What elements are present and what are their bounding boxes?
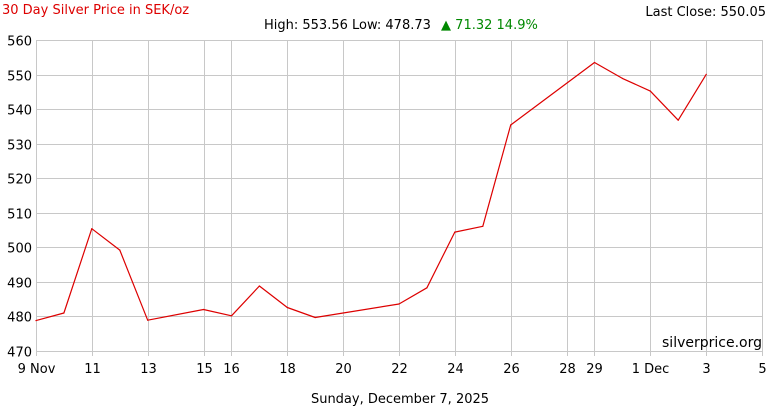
y-tick-label: 480 xyxy=(7,311,32,326)
data-point-10 xyxy=(398,303,400,305)
x-axis-ticks: 9 Nov 11 13 15 16 18 20 22 24 26 28 29 1 Dec 3 5 xyxy=(18,362,767,377)
data-point-6 xyxy=(230,315,233,317)
chart-grid xyxy=(36,40,763,356)
data-point-8 xyxy=(286,306,288,309)
date-caption: Sunday, December 7, 2025 xyxy=(311,392,489,407)
data-point-18 xyxy=(677,119,679,121)
x-tick-label: 29 xyxy=(586,362,603,377)
y-tick-label: 490 xyxy=(7,277,32,292)
data-point-2 xyxy=(91,228,93,230)
data-point-14 xyxy=(510,124,512,126)
data-point-5 xyxy=(202,308,205,311)
last-close-label: Last Close: 550.05 xyxy=(645,5,766,20)
data-point-3 xyxy=(119,249,121,251)
y-tick-label: 470 xyxy=(7,346,32,361)
x-tick-label: 13 xyxy=(140,362,157,377)
high-low-text: High: 553.56 Low: 478.73 xyxy=(264,18,431,33)
x-tick-label: 9 Nov xyxy=(18,362,56,377)
y-tick-label: 540 xyxy=(7,104,32,119)
high-low-stats: High: 553.56 Low: 478.73 ▲ 71.32 14.9% xyxy=(264,18,538,33)
x-tick-label: 24 xyxy=(447,362,464,377)
y-tick-label: 520 xyxy=(7,173,32,188)
x-tick-label: 3 xyxy=(702,362,710,377)
x-tick-label: 22 xyxy=(391,362,408,377)
data-point-15 xyxy=(593,61,596,64)
data-point-7 xyxy=(258,285,260,287)
x-tick-label: 1 Dec xyxy=(632,362,670,377)
x-tick-label: 11 xyxy=(84,362,101,377)
y-axis-ticks: 470 480 490 500 510 520 530 540 550 560 xyxy=(7,35,32,361)
x-tick-label: 16 xyxy=(223,362,240,377)
y-tick-label: 500 xyxy=(7,242,32,257)
price-series xyxy=(35,61,707,322)
data-point-17 xyxy=(649,90,651,92)
data-point-19 xyxy=(705,73,707,75)
data-point-0 xyxy=(35,320,37,322)
data-point-9 xyxy=(314,316,316,319)
chart-title: 30 Day Silver Price in SEK/oz xyxy=(2,3,189,18)
price-change: ▲ 71.32 14.9% xyxy=(441,18,538,33)
x-tick-label: 28 xyxy=(559,362,576,377)
data-point-4 xyxy=(147,319,149,321)
data-point-13 xyxy=(482,225,484,227)
x-tick-label: 20 xyxy=(335,362,352,377)
x-tick-label: 5 xyxy=(758,362,766,377)
x-tick-label: 15 xyxy=(196,362,213,377)
x-tick-label: 26 xyxy=(503,362,520,377)
x-tick-label: 18 xyxy=(279,362,296,377)
data-point-11 xyxy=(426,287,428,289)
watermark-label: silverprice.org xyxy=(662,335,762,351)
y-tick-label: 560 xyxy=(7,35,32,50)
data-point-12 xyxy=(454,231,456,233)
price-line-0 xyxy=(35,61,707,322)
y-tick-label: 530 xyxy=(7,139,32,154)
data-point-1 xyxy=(63,312,65,314)
data-point-16 xyxy=(621,77,624,79)
y-tick-label: 550 xyxy=(7,70,32,85)
y-tick-label: 510 xyxy=(7,208,32,223)
